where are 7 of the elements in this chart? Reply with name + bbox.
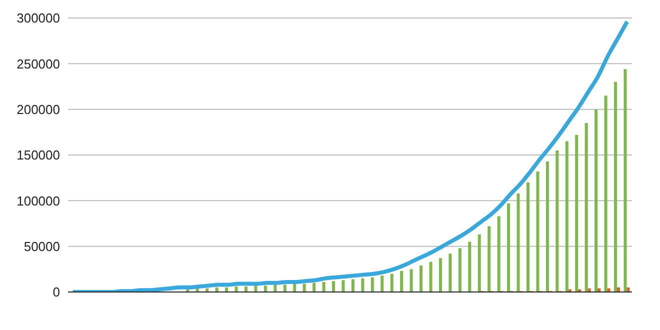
y-tick-label: 0 [52,284,60,300]
y-tick-label: 300000 [16,10,60,26]
y-tick-label: 250000 [16,56,60,72]
y-tick-label: 50000 [24,238,60,254]
y-tick-label: 100000 [16,193,60,208]
y-tick-label: 200000 [16,102,60,117]
y-tick-label: 150000 [16,148,60,163]
